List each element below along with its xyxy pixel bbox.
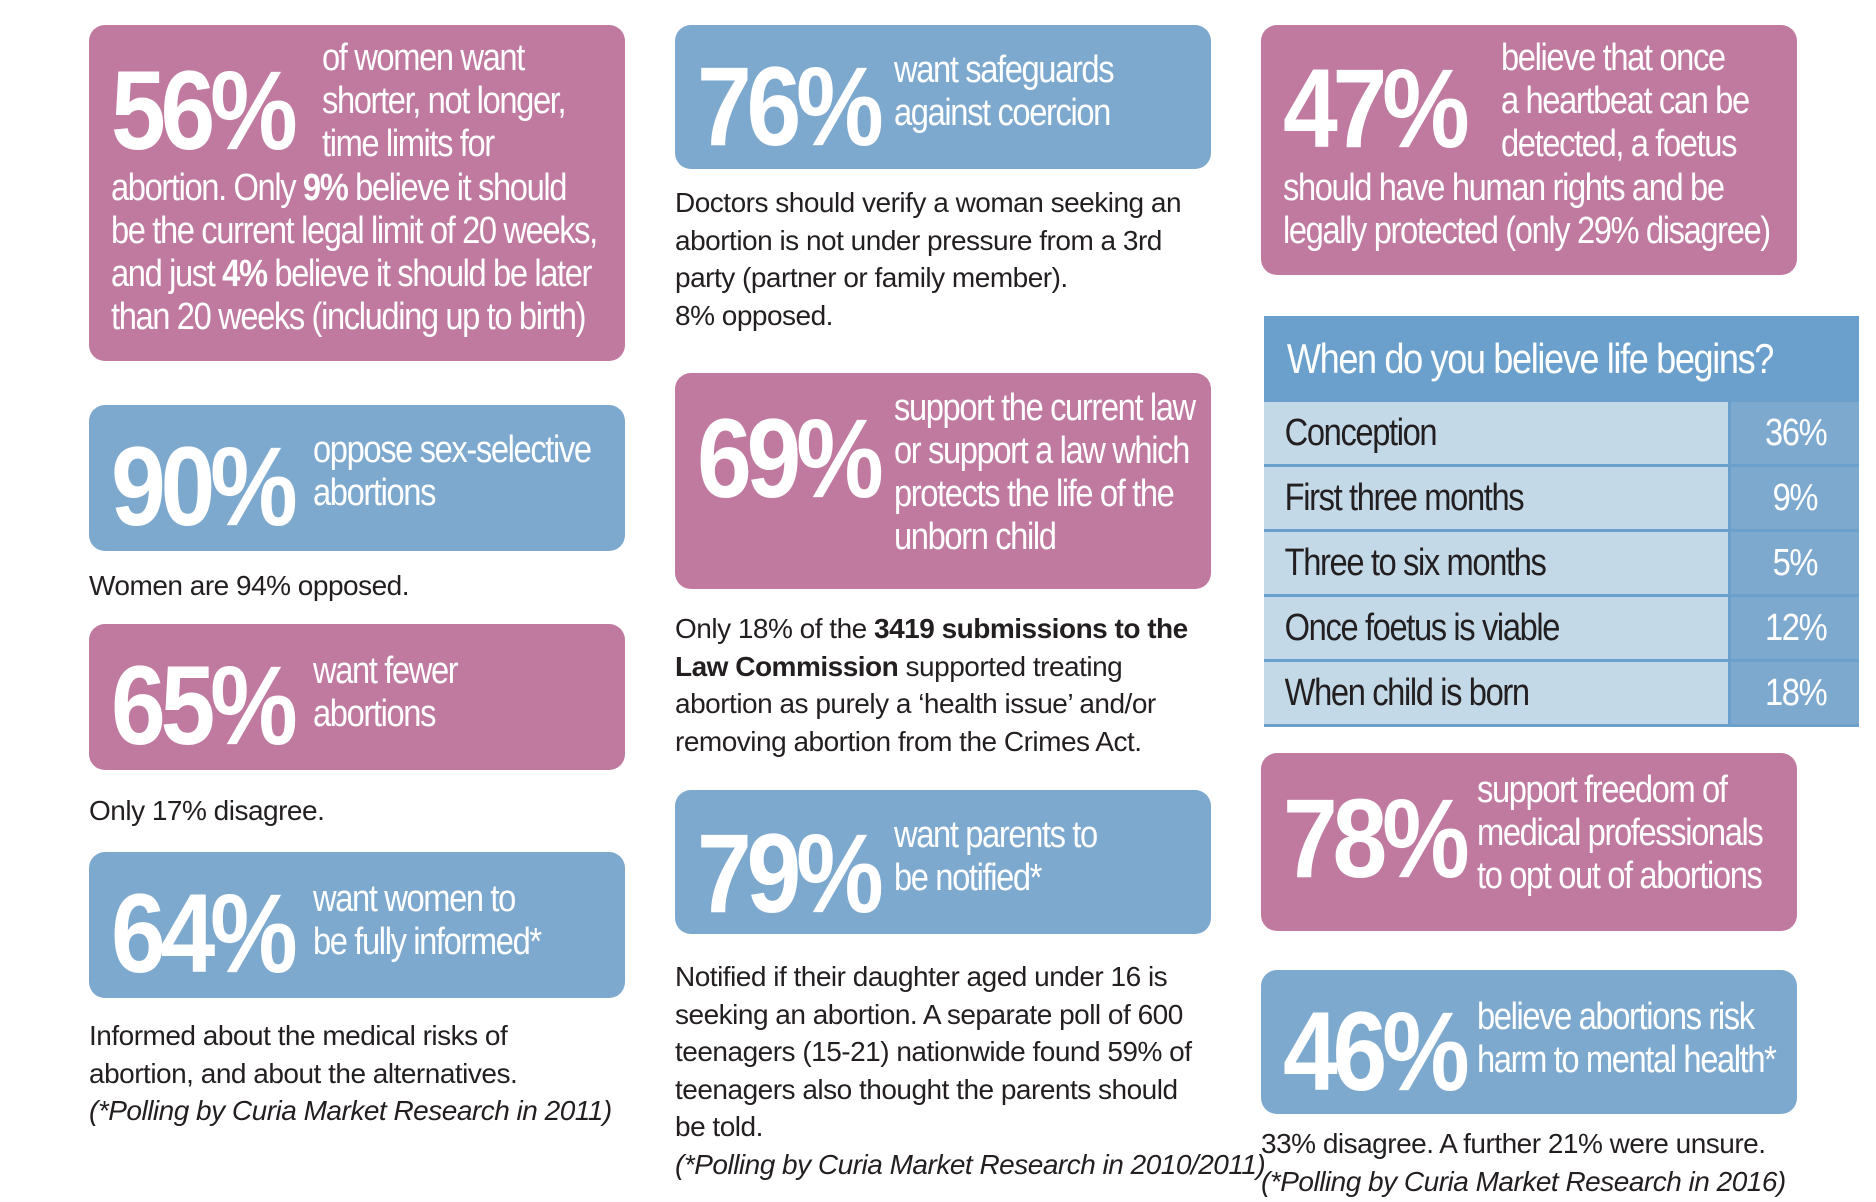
table-row: Once foetus is viable 12% <box>1264 597 1860 662</box>
stat-90-percent: 90% <box>111 424 298 549</box>
stat-64-percent: 64% <box>111 871 298 996</box>
stat-69-box: 69% support the current law or support a… <box>675 373 1211 589</box>
stat-90-box: 90% oppose sex-selective abortions <box>89 405 625 551</box>
stat-65-box: 65% want fewer abortions <box>89 624 625 770</box>
stat-79-source-note: (*Polling by Curia Market Research in 20… <box>675 1148 1266 1180</box>
stat-46-lead: believe abortions risk harm to mental he… <box>1477 996 1777 1081</box>
stat-79-caption: Notified if their daughter aged under 16… <box>675 958 1266 1183</box>
stat-65-lead: want fewer abortions <box>313 650 459 735</box>
life-begins-table-title: When do you believe life begins? <box>1264 316 1860 402</box>
stat-47-box: 47% believe that once a heartbeat can be… <box>1261 25 1797 275</box>
stat-47-percent: 47% <box>1283 46 1470 171</box>
stat-64-lead: want women to be fully informed* <box>313 878 542 963</box>
table-row: When child is born 18% <box>1264 662 1860 727</box>
stat-56-details: abortion. Only 9% believe it should be t… <box>111 167 598 338</box>
stat-65-caption: Only 17% disagree. <box>89 795 325 826</box>
stat-76-lead: want safeguards against coercion <box>894 49 1115 134</box>
stat-64-box: 64% want women to be fully informed* <box>89 852 625 998</box>
stat-76-caption: Doctors should verify a woman seeking an… <box>675 187 1182 331</box>
table-row: Conception 36% <box>1264 402 1860 467</box>
stat-47-lead: believe that once a heartbeat can be det… <box>1501 37 1750 165</box>
stat-56-box: 56% of women want shorter, not longer, t… <box>89 25 625 361</box>
stat-64-source-note: (*Polling by Curia Market Research in 20… <box>89 1095 612 1126</box>
stat-46-box: 46% believe abortions risk harm to menta… <box>1261 970 1797 1114</box>
stat-65-percent: 65% <box>111 643 298 768</box>
stat-56-lead: of women want shorter, not longer, time … <box>322 37 567 165</box>
stat-69-percent: 69% <box>697 396 884 521</box>
stat-90-caption: Women are 94% opposed. <box>89 570 410 601</box>
stat-76-percent: 76% <box>697 44 884 169</box>
life-begins-table: When do you believe life begins? Concept… <box>1264 316 1860 727</box>
stat-90-lead: oppose sex-selective abortions <box>313 429 592 514</box>
table-row: First three months 9% <box>1264 467 1860 532</box>
stat-56-percent: 56% <box>111 48 298 173</box>
stat-78-lead: support freedom of medical professionals… <box>1477 769 1764 897</box>
stat-46-caption: 33% disagree. A further 21% were unsure.… <box>1261 1125 1786 1200</box>
table-row: Three to six months 5% <box>1264 532 1860 597</box>
stat-76-box: 76% want safeguards against coercion <box>675 25 1211 169</box>
stat-79-box: 79% want parents to be notified* <box>675 790 1211 934</box>
stat-69-caption: Only 18% of the 3419 submissions to the … <box>675 613 1188 757</box>
stat-78-box: 78% support freedom of medical professio… <box>1261 753 1797 931</box>
stat-79-percent: 79% <box>697 811 884 934</box>
stat-69-lead: support the current law or support a law… <box>894 387 1196 558</box>
stat-78-percent: 78% <box>1283 776 1470 901</box>
stat-46-source-note: (*Polling by Curia Market Research in 20… <box>1261 1165 1786 1197</box>
stat-46-percent: 46% <box>1283 989 1470 1114</box>
stat-64-caption: Informed about the medical risks of abor… <box>89 1017 612 1130</box>
stat-79-lead: want parents to be notified* <box>894 814 1098 899</box>
stat-47-details: should have human rights and be legally … <box>1283 167 1771 252</box>
